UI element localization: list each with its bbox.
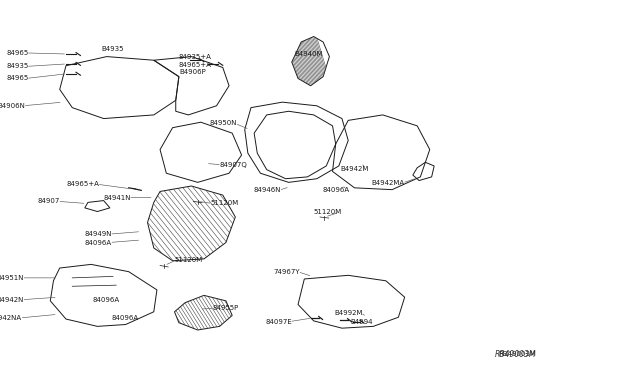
Text: 84950N: 84950N bbox=[210, 120, 237, 126]
Text: RB49003M: RB49003M bbox=[499, 352, 536, 357]
Text: B4942M: B4942M bbox=[340, 166, 369, 171]
Text: 84096A: 84096A bbox=[84, 240, 112, 246]
Text: 84942N: 84942N bbox=[0, 297, 24, 303]
Text: 51120M: 51120M bbox=[175, 257, 203, 263]
Text: 84941N: 84941N bbox=[103, 195, 131, 201]
Text: 84096A: 84096A bbox=[323, 187, 350, 193]
Text: 84965+A: 84965+A bbox=[179, 62, 212, 68]
Text: 84965: 84965 bbox=[6, 50, 28, 56]
Text: 84096A: 84096A bbox=[93, 297, 120, 303]
Text: 84907: 84907 bbox=[37, 198, 60, 204]
Text: 84942NA: 84942NA bbox=[0, 315, 22, 321]
Text: 84096A: 84096A bbox=[112, 315, 139, 321]
Text: 84946N: 84946N bbox=[253, 187, 281, 193]
Text: 84951N: 84951N bbox=[0, 275, 24, 281]
Text: B4994: B4994 bbox=[351, 318, 373, 325]
Text: 51120M: 51120M bbox=[314, 209, 342, 215]
Text: RB49003M: RB49003M bbox=[495, 350, 536, 359]
Text: B4940M: B4940M bbox=[294, 51, 323, 57]
Text: B4906N: B4906N bbox=[0, 103, 25, 109]
Text: 84907Q: 84907Q bbox=[220, 162, 248, 168]
Text: 84097E: 84097E bbox=[265, 318, 292, 325]
Text: B4935: B4935 bbox=[102, 46, 124, 52]
Text: 74967Y: 74967Y bbox=[273, 269, 300, 275]
Text: 51120M: 51120M bbox=[211, 201, 239, 206]
Text: B4942MA: B4942MA bbox=[372, 180, 404, 186]
Text: 84935: 84935 bbox=[6, 63, 28, 70]
Text: B4906P: B4906P bbox=[179, 69, 205, 75]
Text: 84965: 84965 bbox=[6, 76, 28, 81]
Text: 84965+A: 84965+A bbox=[67, 181, 99, 187]
Text: 84955P: 84955P bbox=[212, 305, 238, 311]
Text: 84935+A: 84935+A bbox=[179, 54, 212, 60]
Text: B4992M: B4992M bbox=[334, 310, 363, 316]
Text: 84949N: 84949N bbox=[84, 231, 112, 237]
